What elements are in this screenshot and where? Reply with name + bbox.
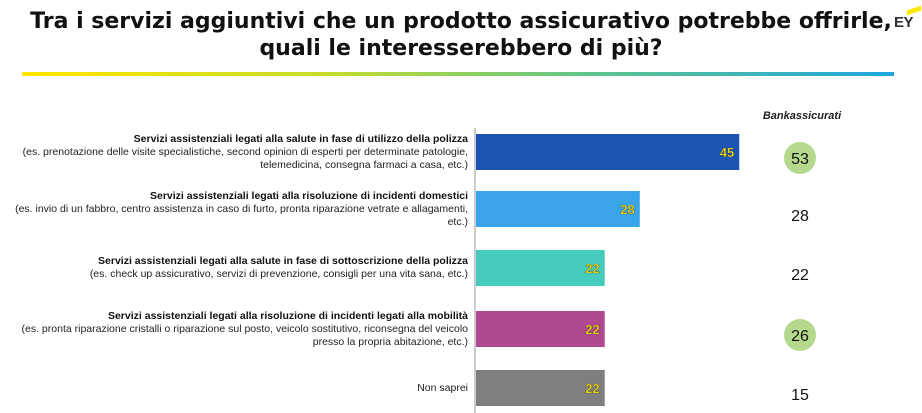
bankassicurati-highlight-4 [784, 319, 816, 351]
bankassicurati-value-4: 26 [791, 328, 809, 345]
category-label-1: Servizi assistenziali legati alla salute… [0, 133, 468, 172]
category-title-1: Servizi assistenziali legati alla salute… [133, 133, 468, 145]
category-label-5: Non saprei [0, 382, 468, 395]
bar-4 [476, 311, 605, 347]
category-label-4: Servizi assistenziali legati alla risolu… [0, 310, 468, 349]
chart-title: Tra i servizi aggiuntivi che un prodotto… [30, 9, 892, 61]
bar-5 [476, 370, 605, 406]
column-header: Bankassicurati [762, 110, 842, 122]
category-title-3: Servizi assistenziali legati alla salute… [98, 255, 468, 267]
bankassicurati-value-2: 28 [791, 208, 809, 225]
category-note-5: Non saprei [417, 382, 468, 394]
bar-2 [476, 191, 640, 227]
bar-value-label-5: 22 [585, 381, 599, 396]
bar-3 [476, 250, 605, 286]
category-note-4: (es. pronta riparazione cristalli o ripa… [21, 323, 468, 348]
category-title-4: Servizi assistenziali legati alla risolu… [107, 310, 468, 322]
category-title-2: Servizi assistenziali legati alla risolu… [149, 190, 468, 202]
bankassicurati-value-5: 15 [791, 387, 809, 404]
bar-1 [476, 134, 740, 170]
category-note-1: (es. prenotazione delle visite specialis… [22, 146, 468, 171]
bar-value-label-3: 22 [585, 261, 599, 276]
bar-value-label-4: 22 [585, 322, 599, 337]
ey-logo: EY [894, 5, 921, 32]
category-label-3: Servizi assistenziali legati alla salute… [0, 255, 468, 281]
category-note-2: (es. invio di un fabbro, centro assisten… [15, 203, 468, 228]
bankassicurati-value-1: 53 [791, 151, 809, 168]
title-divider [22, 72, 894, 76]
logo-text: EY [894, 14, 914, 31]
category-label-2: Servizi assistenziali legati alla risolu… [0, 190, 468, 229]
bankassicurati-highlight-1 [784, 142, 816, 174]
category-note-3: (es. check up assicurativo, servizi di p… [89, 268, 468, 280]
bar-value-label-1: 45 [720, 145, 734, 160]
bar-value-label-2: 28 [620, 202, 634, 217]
bankassicurati-value-3: 22 [791, 267, 809, 284]
